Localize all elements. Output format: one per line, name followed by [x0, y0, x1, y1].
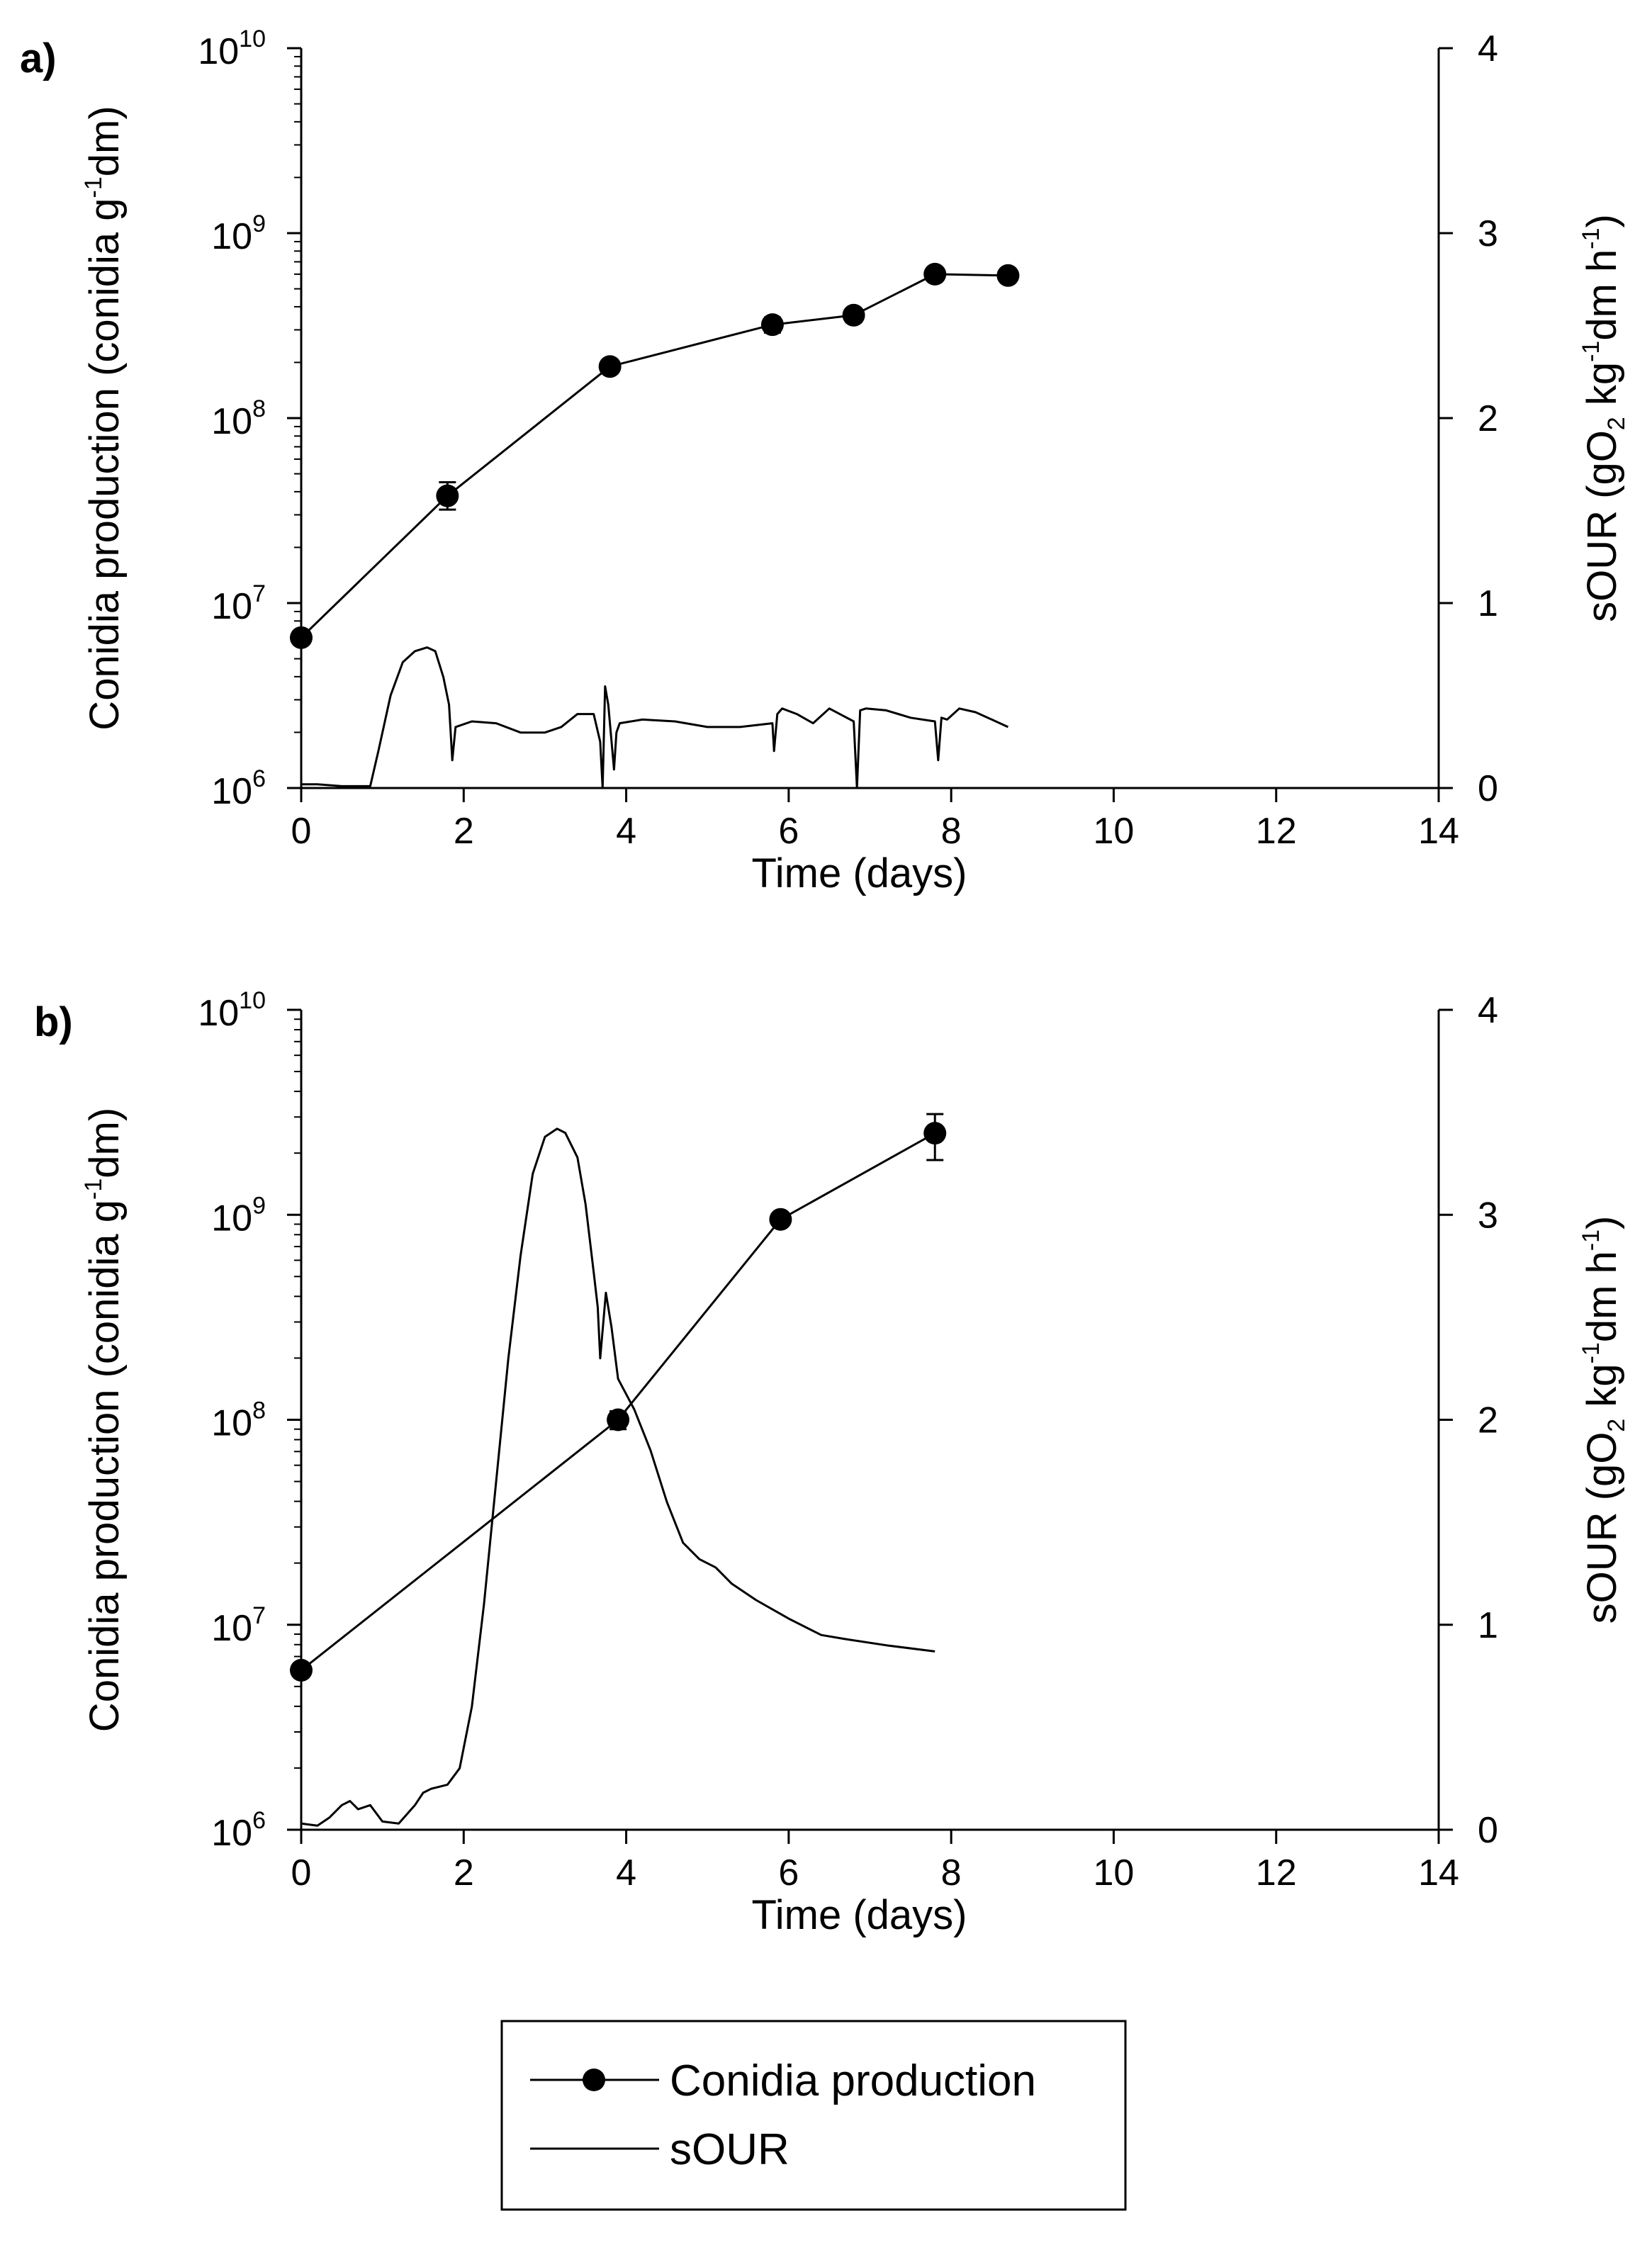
y-right-tick-label: 1 — [1478, 1605, 1498, 1646]
y-left-tick-label: 1010 — [198, 26, 266, 72]
y-right-tick-label: 3 — [1478, 213, 1498, 254]
sour-series-line — [300, 1127, 935, 1827]
conidia-data-point — [607, 1408, 630, 1431]
y-right-tick-label: 4 — [1478, 28, 1498, 69]
y-right-tick-label: 0 — [1478, 1810, 1498, 1851]
y-left-axis-title: Conidia production (conidia g-1dm) — [80, 106, 128, 730]
x-tick-label: 4 — [616, 1852, 636, 1894]
x-tick-label: 8 — [941, 811, 962, 852]
conidia-data-point — [290, 1658, 313, 1682]
x-axis-title: Time (days) — [752, 1892, 967, 1938]
x-axis-title: Time (days) — [752, 850, 967, 896]
x-tick-label: 4 — [616, 811, 636, 852]
x-tick-label: 10 — [1094, 1852, 1135, 1894]
y-left-axis-title: Conidia production (conidia g-1dm) — [80, 1108, 128, 1732]
y-right-axis-title: sOUR (gO2 kg-1dm h-1) — [1578, 214, 1630, 622]
x-tick-label: 8 — [941, 1852, 962, 1894]
legend-sour-label: sOUR — [670, 2125, 790, 2174]
conidia-data-point — [769, 1208, 792, 1231]
x-tick-label: 2 — [454, 811, 474, 852]
panel-label: a) — [20, 35, 57, 81]
legend-conidia-label: Conidia production — [670, 2056, 1036, 2105]
legend-box — [500, 2020, 1127, 2211]
legend-conidia-marker — [583, 2069, 605, 2091]
sour-series-line — [301, 646, 1009, 789]
x-tick-label: 0 — [291, 1852, 312, 1894]
conidia-data-point — [598, 355, 622, 378]
conidia-data-point — [290, 626, 313, 649]
legend: Conidia production sOUR — [500, 2020, 1127, 2211]
panel-label: b) — [34, 999, 73, 1045]
x-tick-label: 14 — [1418, 811, 1459, 852]
x-tick-label: 0 — [291, 811, 312, 852]
y-right-tick-label: 1 — [1478, 583, 1498, 624]
conidia-data-point — [842, 303, 865, 327]
x-tick-label: 6 — [778, 811, 799, 852]
y-right-tick-label: 0 — [1478, 768, 1498, 809]
x-tick-label: 14 — [1418, 1852, 1459, 1894]
x-tick-label: 10 — [1094, 811, 1135, 852]
conidia-data-point — [436, 484, 459, 507]
y-right-tick-label: 2 — [1478, 1400, 1498, 1441]
x-tick-label: 2 — [454, 1852, 474, 1894]
conidia-data-point — [996, 264, 1020, 287]
y-right-tick-label: 2 — [1478, 398, 1498, 439]
conidia-data-point — [760, 313, 784, 337]
y-right-tick-label: 4 — [1478, 990, 1498, 1031]
conidia-series-line — [300, 1132, 935, 1672]
x-tick-label: 6 — [778, 1852, 799, 1894]
conidia-data-point — [923, 262, 947, 286]
y-right-axis-title: sOUR (gO2 kg-1dm h-1) — [1578, 1216, 1630, 1624]
x-tick-label: 12 — [1256, 1852, 1297, 1894]
x-tick-label: 12 — [1256, 811, 1297, 852]
y-right-tick-label: 3 — [1478, 1195, 1498, 1236]
conidia-data-point — [923, 1122, 947, 1145]
